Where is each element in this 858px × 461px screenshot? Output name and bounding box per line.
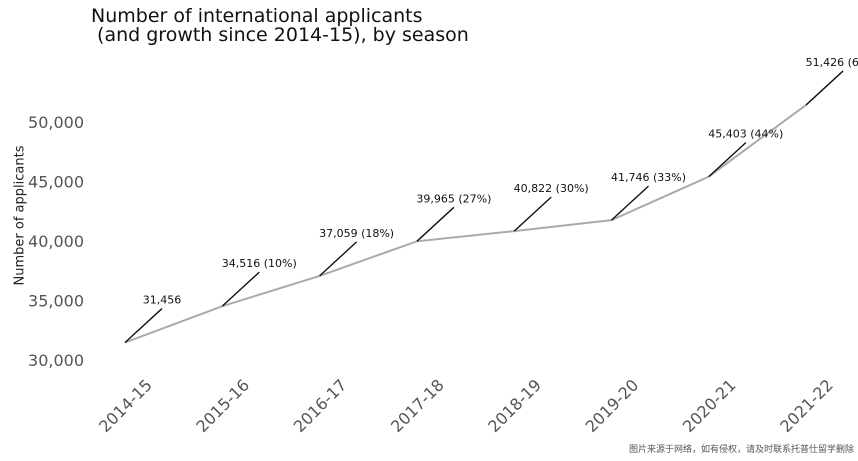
x-tick-label: 2016-17 [290,375,351,436]
data-label: 31,456 [143,294,182,307]
chart-title-line-1: Number of international applicants [91,5,423,27]
x-tick-label: 2015-16 [192,375,253,436]
x-tick-label: 2021-22 [776,375,837,436]
x-tick-label: 2019-20 [582,375,643,436]
x-tick-label: 2020-21 [679,375,740,436]
x-tick-label: 2017-18 [387,375,448,436]
x-tick-label: 2018-19 [484,375,545,436]
data-label-leader [124,308,163,344]
series-line [124,104,807,344]
data-label: 40,822 (30%) [514,182,589,195]
watermark-text: 图片来源于网络，如有侵权，请及时联系托普仕留学删除 [628,445,854,455]
y-tick-label: 40,000 [28,232,84,251]
y-tick-label: 45,000 [28,172,84,191]
data-label: 41,746 (33%) [611,171,686,184]
data-label: 37,059 (18%) [319,227,394,240]
data-label-leader [708,142,747,178]
data-label: 39,965 (27%) [416,192,491,205]
data-label-leader [805,70,844,106]
x-tick-label: 2014-15 [95,375,156,436]
data-label: 45,403 (44%) [708,128,783,141]
data-label-leader [221,271,260,307]
data-label-leader [416,206,455,242]
data-label: 51,426 (63%) [806,56,858,69]
data-label-leader [513,196,552,232]
data-label-leader [611,185,649,221]
y-tick-label: 50,000 [28,113,84,132]
data-label: 34,516 (10%) [222,257,297,270]
y-tick-label: 30,000 [28,351,84,370]
data-label-leader [319,241,358,277]
y-axis-label: Number of applicants [12,145,28,286]
chart-title-line-2: (and growth since 2014-15), by season [91,24,469,46]
y-tick-label: 35,000 [28,291,84,310]
